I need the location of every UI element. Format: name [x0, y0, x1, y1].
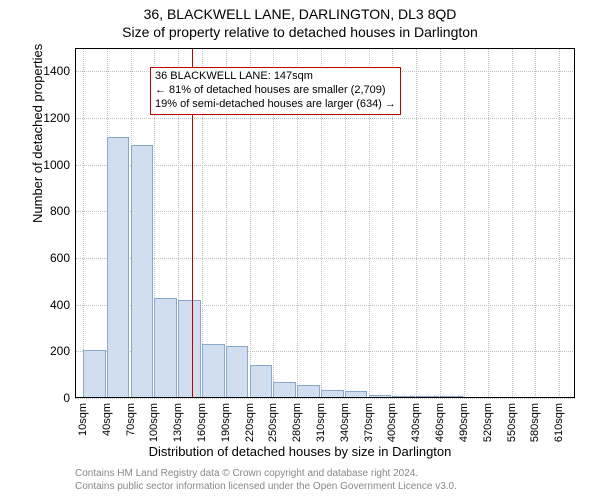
x-tick-label: 130sqm — [172, 403, 184, 442]
x-tick-label: 220sqm — [244, 403, 256, 442]
x-tick-label: 430sqm — [410, 403, 422, 442]
x-tick-label: 580sqm — [529, 403, 541, 442]
x-tick-label: 460sqm — [434, 403, 446, 442]
plot-border — [75, 48, 575, 398]
histogram-chart: 10sqm40sqm70sqm100sqm130sqm160sqm190sqm2… — [75, 48, 575, 398]
x-tick-label: 400sqm — [386, 403, 398, 442]
y-tick-label: 0 — [30, 391, 70, 405]
y-tick-label: 200 — [30, 344, 70, 358]
y-tick-label: 800 — [30, 204, 70, 218]
x-tick-label: 10sqm — [77, 403, 89, 436]
x-tick-label: 340sqm — [339, 403, 351, 442]
x-tick-label: 40sqm — [101, 403, 113, 436]
y-tick-label: 1200 — [30, 111, 70, 125]
y-tick-label: 1400 — [30, 64, 70, 78]
y-tick-label: 400 — [30, 298, 70, 312]
page-title: 36, BLACKWELL LANE, DARLINGTON, DL3 8QD — [0, 6, 600, 22]
x-tick-label: 70sqm — [125, 403, 137, 436]
y-tick-label: 600 — [30, 251, 70, 265]
x-axis-label: Distribution of detached houses by size … — [0, 444, 600, 459]
x-tick-label: 520sqm — [482, 403, 494, 442]
x-tick-label: 370sqm — [363, 403, 375, 442]
x-tick-label: 310sqm — [315, 403, 327, 442]
page-subtitle: Size of property relative to detached ho… — [0, 24, 600, 40]
x-tick-label: 190sqm — [220, 403, 232, 442]
x-tick-label: 100sqm — [148, 403, 160, 442]
x-tick-label: 160sqm — [196, 403, 208, 442]
credits: Contains HM Land Registry data © Crown c… — [75, 468, 457, 493]
x-tick-label: 490sqm — [458, 403, 470, 442]
x-tick-label: 610sqm — [553, 403, 565, 442]
x-tick-label: 550sqm — [506, 403, 518, 442]
x-tick-label: 280sqm — [291, 403, 303, 442]
y-tick-label: 1000 — [30, 158, 70, 172]
gridline-h — [75, 398, 575, 399]
credit-line: Contains HM Land Registry data © Crown c… — [75, 468, 457, 481]
x-tick-label: 250sqm — [267, 403, 279, 442]
credit-line: Contains public sector information licen… — [75, 481, 457, 494]
